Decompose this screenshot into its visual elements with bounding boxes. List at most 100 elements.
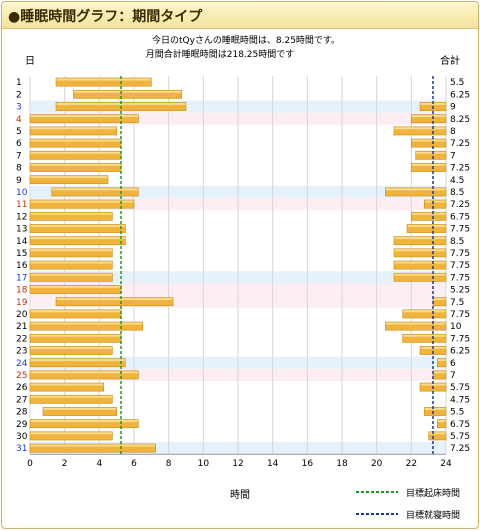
day-label: 17 [16, 273, 27, 283]
day-label: 29 [16, 420, 28, 430]
summary-line-2: 月間合計睡眠時間は218.25時間です [146, 48, 295, 60]
sleep-bar-highlight [30, 395, 112, 398]
day-total: 7.75 [450, 249, 470, 259]
sleep-bar-highlight [30, 139, 121, 142]
sleep-bar-highlight [30, 212, 112, 215]
sleep-bar-highlight [30, 334, 121, 337]
sleep-bar [385, 321, 447, 331]
sleep-bar-highlight [30, 310, 121, 313]
x-tick-label: 22 [406, 459, 417, 469]
day-total: 7.75 [450, 273, 470, 283]
sleep-bar [29, 346, 113, 355]
day-label: 27 [16, 395, 27, 405]
sleep-bar [29, 370, 139, 380]
axis-labels: 0 2 4 6 8 10 12 14 16 18 20 22 241 5.52 6.253 94 8.255 86… [16, 78, 470, 469]
sleep-bar-highlight [407, 224, 446, 227]
day-total: 7.75 [450, 310, 470, 320]
sleep-bar [411, 138, 447, 148]
day-total: 7.25 [450, 164, 470, 174]
sleep-bar-highlight [73, 90, 182, 93]
x-tick-label: 0 [27, 459, 33, 469]
sleep-bar-highlight [30, 200, 134, 203]
sleep-bar [424, 407, 447, 416]
day-label: 5 [16, 127, 22, 137]
day-label: 10 [16, 188, 28, 198]
day-label: 19 [16, 298, 28, 308]
x-tick-label: 20 [371, 459, 383, 469]
day-total: 4.75 [450, 395, 470, 405]
sleep-bar [29, 236, 126, 246]
x-tick-label: 14 [267, 459, 279, 469]
day-total: 8.5 [450, 237, 464, 247]
sleep-bar [415, 150, 447, 160]
x-tick-label: 12 [232, 459, 243, 469]
sleep-bar-highlight [385, 188, 446, 191]
sleep-bar [29, 443, 156, 453]
sleep-bar [51, 187, 139, 197]
sleep-bar-highlight [411, 115, 446, 118]
sleep-bar-highlight [394, 273, 446, 276]
sleep-bar [29, 175, 109, 185]
x-axis-label: 時間 [230, 489, 250, 501]
sleep-bar-highlight [403, 310, 446, 313]
sleep-bar-highlight [30, 371, 138, 374]
day-label: 7 [16, 151, 22, 161]
sleep-bar [424, 199, 447, 209]
sleep-chart: 0 2 4 6 8 10 12 14 16 18 20 22 241 5.52 6.253 94 8.255 86… [16, 34, 470, 521]
sleep-bar [29, 285, 122, 294]
day-total: 5.5 [450, 78, 464, 88]
sleep-bar [29, 272, 113, 282]
sleep-bar-highlight [411, 163, 446, 166]
x-tick-label: 18 [336, 459, 348, 469]
sleep-bar [402, 309, 447, 319]
sleep-bar-highlight [433, 298, 446, 301]
day-label: 11 [16, 200, 27, 210]
day-total: 7.25 [450, 139, 470, 149]
sleep-bar-highlight [30, 151, 121, 154]
sleep-bar [393, 236, 447, 246]
sleep-bar [29, 224, 126, 233]
sleep-bar [393, 272, 447, 282]
day-total: 7.75 [450, 334, 470, 344]
sleep-bar-highlight [424, 200, 446, 203]
sleep-bar [402, 333, 447, 343]
sleep-bar [432, 370, 447, 380]
chart-area: 0 2 4 6 8 10 12 14 16 18 20 22 24 1 5.5 2 6.25 3 9 4 8.25 5 8 6… [6, 29, 476, 527]
sleep-bar [29, 382, 104, 392]
sleep-bar [29, 394, 113, 404]
day-total: 8 [450, 127, 456, 137]
sleep-bar [29, 248, 113, 258]
title-bar: ●睡眠時間グラフ：期間タイプ [2, 2, 478, 29]
target-lines [120, 76, 434, 455]
sleep-bar [437, 358, 447, 368]
sleep-bars [29, 77, 447, 453]
sleep-bar [29, 419, 139, 429]
day-label: 26 [16, 383, 28, 393]
sleep-bar-highlight [30, 420, 138, 423]
window-title: ●睡眠時間グラフ：期間タイプ [8, 9, 203, 25]
sleep-bar-highlight [30, 432, 112, 435]
day-total: 5.5 [450, 408, 464, 418]
day-label: 22 [16, 334, 27, 344]
sleep-bar [42, 407, 117, 416]
day-total: 5.25 [450, 286, 470, 296]
day-total: 6.75 [450, 420, 470, 430]
sleep-bar [393, 126, 447, 136]
day-label: 24 [16, 359, 28, 369]
sleep-bar-highlight [394, 127, 446, 130]
day-total: 6 [450, 359, 456, 369]
sleep-bar-highlight [437, 359, 446, 362]
day-total: 4.5 [450, 176, 464, 186]
sleep-bar-highlight [429, 432, 446, 435]
day-total: 7.75 [450, 261, 470, 271]
sleep-bar-highlight [43, 407, 117, 410]
day-label: 31 [16, 444, 27, 454]
sleep-bar-highlight [30, 359, 125, 362]
sleep-bar-highlight [30, 176, 108, 179]
day-label: 8 [16, 164, 22, 174]
day-label: 23 [16, 347, 27, 357]
sleep-bar-highlight [30, 383, 104, 386]
sleep-bar-highlight [30, 346, 112, 349]
day-label: 14 [16, 237, 28, 247]
sleep-bar [411, 163, 447, 172]
